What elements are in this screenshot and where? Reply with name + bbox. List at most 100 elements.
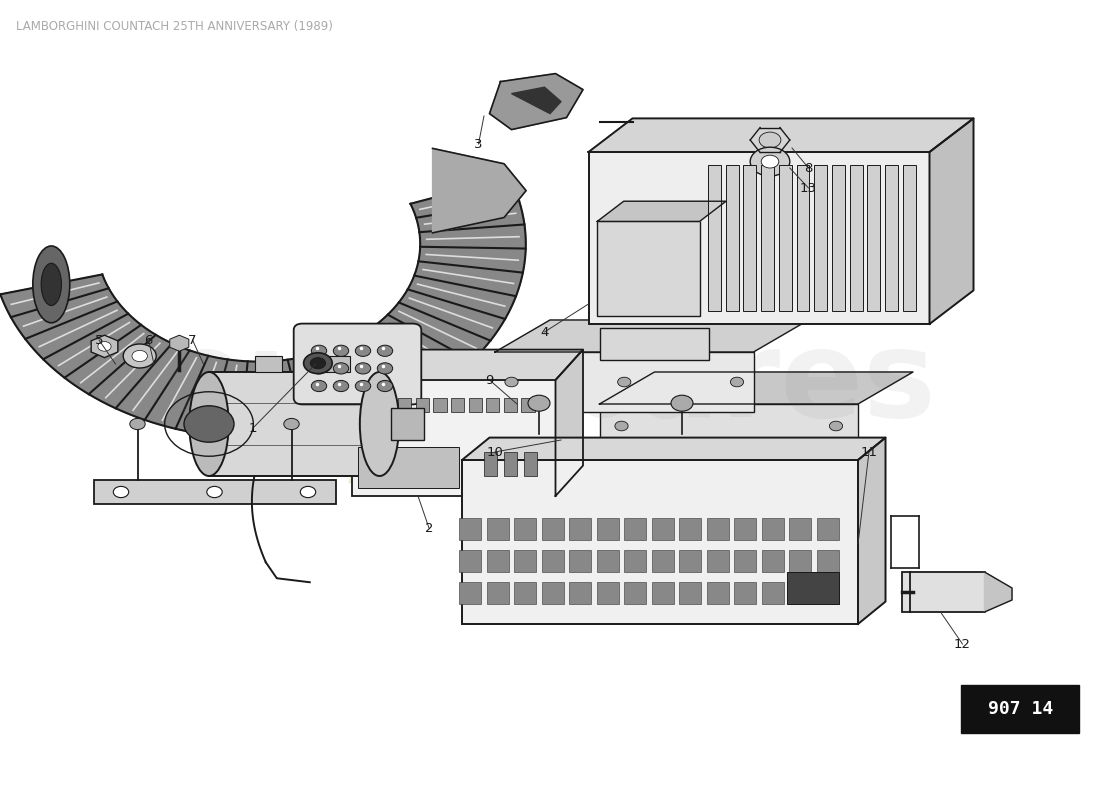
Polygon shape <box>490 74 583 130</box>
Bar <box>816 518 838 540</box>
Circle shape <box>284 418 299 430</box>
Bar <box>790 582 812 604</box>
Circle shape <box>113 486 129 498</box>
Bar <box>651 518 673 540</box>
Bar <box>868 165 880 311</box>
Bar <box>790 518 812 540</box>
Text: 5: 5 <box>95 334 103 346</box>
Circle shape <box>829 421 843 430</box>
Text: 907 14: 907 14 <box>988 700 1053 718</box>
Bar <box>486 398 499 413</box>
Circle shape <box>761 155 779 168</box>
Text: 6: 6 <box>144 334 153 346</box>
Bar <box>726 165 738 311</box>
Text: 11: 11 <box>860 446 878 458</box>
Bar <box>706 550 728 572</box>
Bar <box>504 398 517 413</box>
Text: 12: 12 <box>954 638 971 650</box>
Text: 2: 2 <box>425 522 433 534</box>
Bar <box>597 222 700 316</box>
Polygon shape <box>858 438 886 624</box>
Text: 1: 1 <box>249 422 257 434</box>
Bar <box>460 518 482 540</box>
Text: 13: 13 <box>800 182 817 194</box>
Bar <box>570 518 592 540</box>
Polygon shape <box>600 372 913 404</box>
Bar <box>790 550 812 572</box>
Bar <box>625 582 647 604</box>
Circle shape <box>207 486 222 498</box>
Circle shape <box>759 132 781 148</box>
Circle shape <box>184 406 234 442</box>
Ellipse shape <box>360 372 399 476</box>
Bar <box>816 550 838 572</box>
Bar <box>515 518 537 540</box>
Circle shape <box>671 395 693 411</box>
FancyBboxPatch shape <box>961 685 1079 733</box>
Bar <box>390 408 424 440</box>
Ellipse shape <box>189 372 229 476</box>
Bar <box>679 582 701 604</box>
Bar <box>451 398 464 413</box>
Bar <box>786 572 839 604</box>
Bar <box>902 572 985 612</box>
Bar <box>486 518 508 540</box>
Ellipse shape <box>33 246 69 322</box>
Bar <box>600 328 708 360</box>
Bar <box>596 518 618 540</box>
Bar <box>570 550 592 572</box>
Circle shape <box>355 362 371 374</box>
Bar <box>352 380 556 496</box>
Circle shape <box>618 378 631 387</box>
Polygon shape <box>512 87 561 114</box>
Bar <box>524 452 537 476</box>
Bar <box>209 372 380 476</box>
Polygon shape <box>984 572 1012 612</box>
Circle shape <box>355 380 371 391</box>
Circle shape <box>505 378 518 387</box>
Polygon shape <box>432 149 526 233</box>
Bar <box>596 582 618 604</box>
Text: LAMBORGHINI COUNTACH 25TH ANNIVERSARY (1989): LAMBORGHINI COUNTACH 25TH ANNIVERSARY (1… <box>16 20 333 33</box>
Circle shape <box>311 362 327 374</box>
Text: a passion for parts since 1985: a passion for parts since 1985 <box>320 450 780 558</box>
Bar <box>495 352 754 412</box>
Text: 3: 3 <box>474 138 483 150</box>
Polygon shape <box>462 438 886 460</box>
Bar <box>515 582 537 604</box>
Circle shape <box>311 345 327 356</box>
Bar <box>486 550 508 572</box>
Bar <box>744 165 757 311</box>
Bar <box>460 582 482 604</box>
Circle shape <box>123 344 156 368</box>
Bar <box>570 582 592 604</box>
Bar <box>886 165 898 311</box>
Bar <box>761 550 783 572</box>
Circle shape <box>377 380 393 391</box>
Bar <box>358 447 460 488</box>
Bar <box>814 165 827 311</box>
Bar <box>323 356 350 372</box>
Polygon shape <box>930 118 974 324</box>
Bar <box>588 152 930 324</box>
Bar <box>761 582 783 604</box>
Bar <box>849 165 862 311</box>
Circle shape <box>98 342 111 351</box>
Ellipse shape <box>41 263 62 306</box>
Bar <box>816 582 838 604</box>
Circle shape <box>377 362 393 374</box>
Bar <box>706 518 728 540</box>
Circle shape <box>355 345 371 356</box>
Circle shape <box>377 345 393 356</box>
Polygon shape <box>597 202 726 222</box>
Circle shape <box>750 147 790 176</box>
Bar <box>541 550 563 572</box>
Circle shape <box>304 353 332 374</box>
Bar <box>521 398 535 413</box>
Bar <box>796 165 810 311</box>
Bar <box>761 518 783 540</box>
Bar <box>462 460 858 624</box>
Polygon shape <box>495 320 808 352</box>
Polygon shape <box>352 350 583 380</box>
Bar <box>651 550 673 572</box>
